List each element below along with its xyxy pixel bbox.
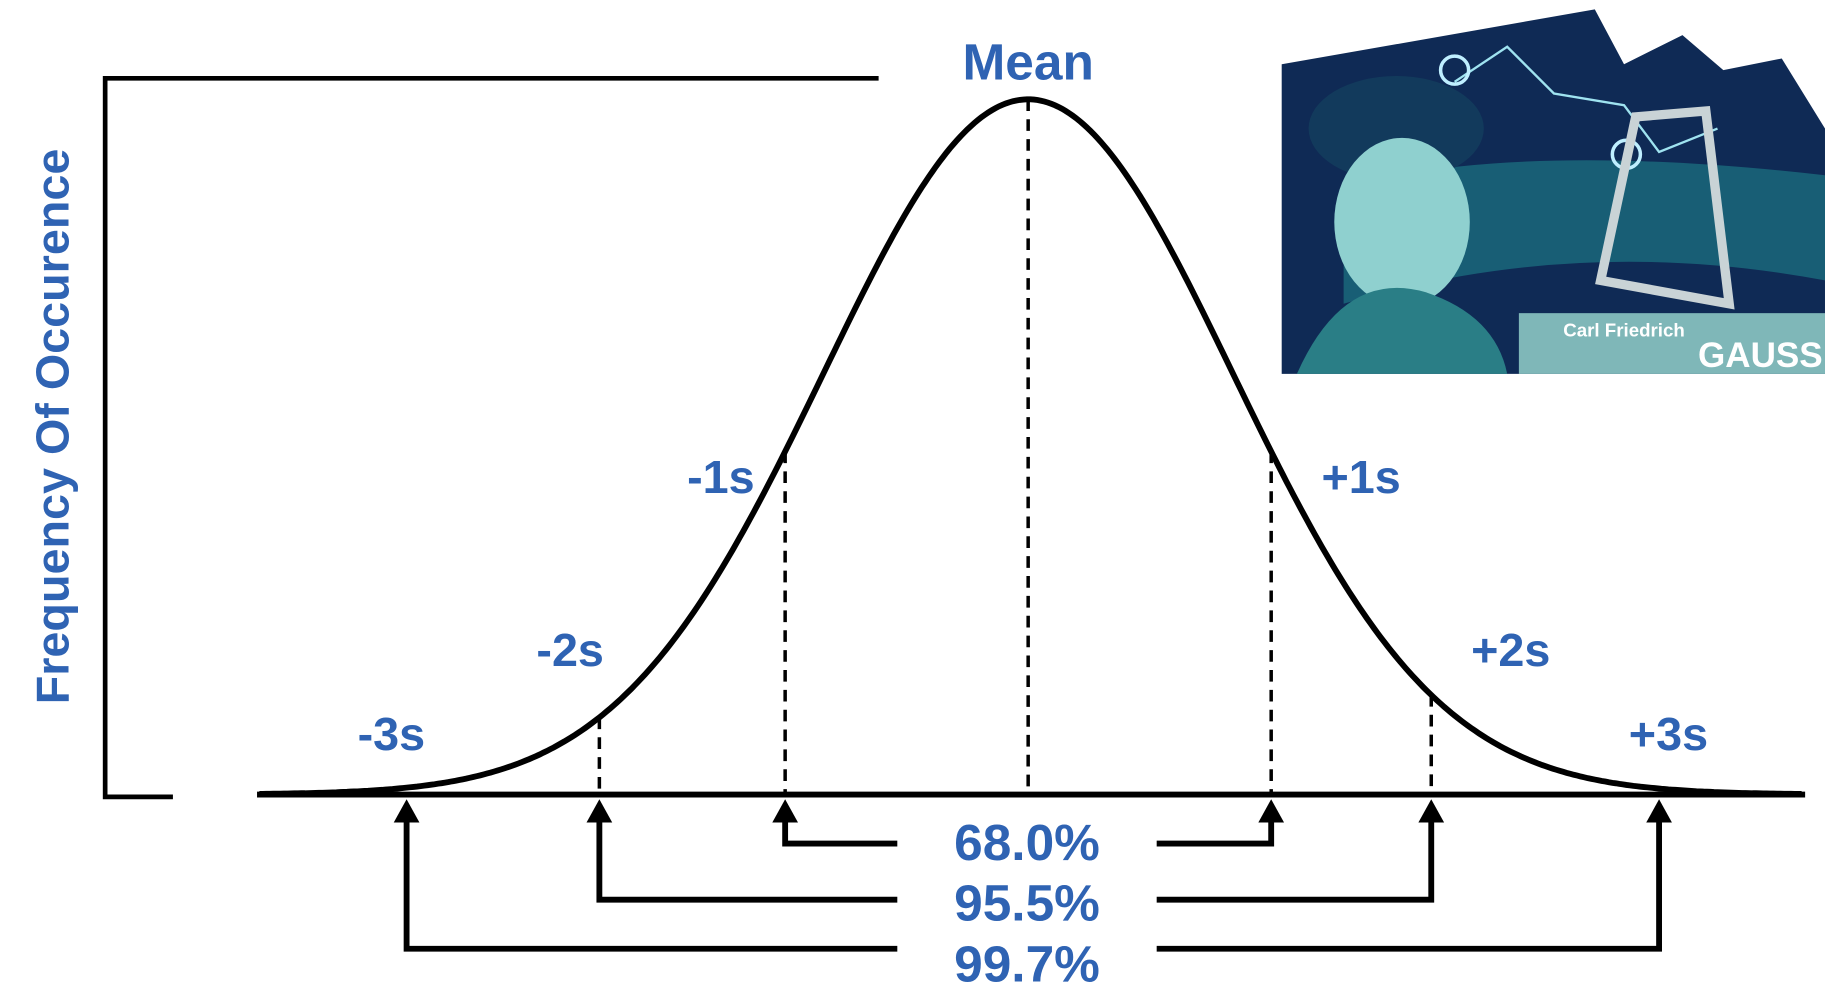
sigma-label: -1s <box>687 451 755 503</box>
portrait-caption: Carl Friedrich <box>1563 320 1685 341</box>
diagram: Frequency Of Occurence Mean -1s +1s -2s … <box>0 0 1832 992</box>
gauss-portrait: Carl Friedrich GAUSS <box>1282 9 1825 375</box>
sigma-label: -2s <box>536 624 604 676</box>
sigma-label: +2s <box>1471 624 1550 676</box>
range-label: 99.7% <box>954 934 1100 992</box>
sigma-label: +3s <box>1629 708 1708 760</box>
range-label: 95.5% <box>954 874 1100 932</box>
sigma-label: +1s <box>1322 451 1401 503</box>
mean-label: Mean <box>962 32 1093 90</box>
axis-label: Frequency Of Occurence <box>26 149 78 705</box>
portrait-caption: GAUSS <box>1698 336 1823 375</box>
range-label: 68.0% <box>954 813 1100 871</box>
axis-bracket <box>105 78 878 797</box>
sigma-label: -3s <box>358 708 426 760</box>
